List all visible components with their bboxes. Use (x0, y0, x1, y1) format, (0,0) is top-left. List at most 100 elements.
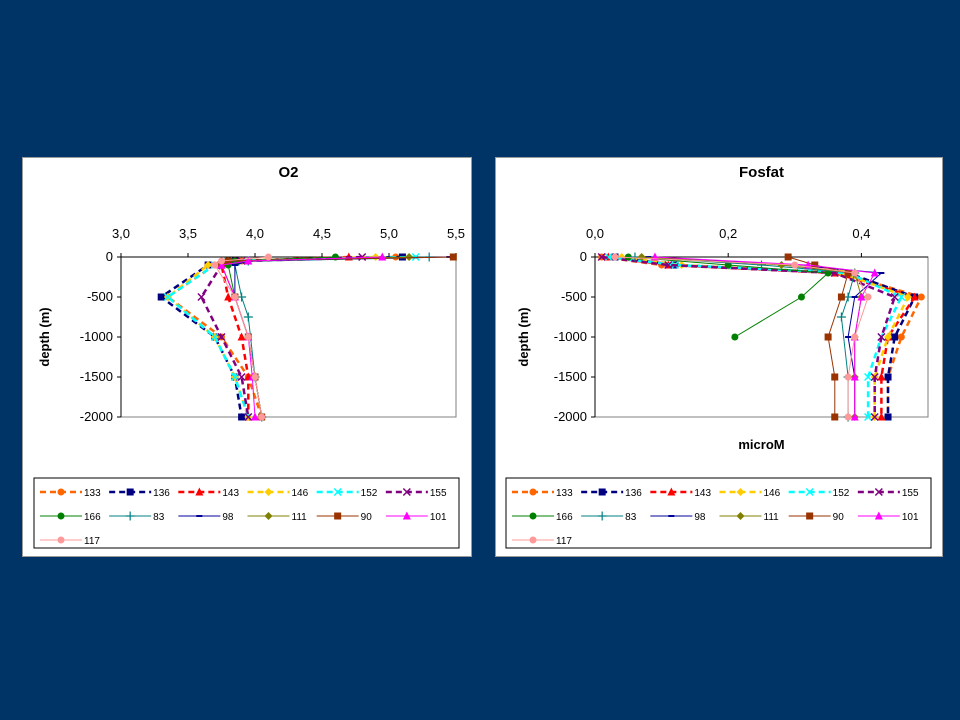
legend-marker (598, 488, 606, 496)
data-point-152 (864, 372, 873, 382)
data-point-117 (864, 293, 872, 301)
data-point-90 (844, 269, 852, 277)
legend-label: 152 (833, 488, 850, 499)
data-point-117 (851, 269, 859, 277)
data-point-117 (791, 261, 799, 269)
series-line-146 (165, 255, 376, 418)
y-tick-label: -1500 (554, 369, 587, 384)
chart-title: O2 (278, 164, 298, 181)
data-point-143 (237, 332, 246, 341)
data-point-90 (811, 261, 819, 269)
x-tick-label: 5,5 (447, 226, 465, 241)
data-point-90 (831, 413, 839, 421)
legend-marker (57, 488, 65, 496)
legend-item-101: 101 (385, 511, 447, 523)
legend-marker (57, 536, 65, 544)
legend-marker (736, 488, 745, 496)
legend-label: 133 (84, 488, 101, 499)
legend-marker (529, 536, 537, 544)
data-point-101 (251, 412, 259, 421)
legend-item-143: 143 (650, 487, 711, 499)
legend-marker (736, 512, 745, 520)
o2-chart: O2 3,0 3,5 4,0 4,5 5,0 5,5 0 -500 -1000 -1500 -2000… (33, 164, 465, 549)
legend-marker (402, 487, 411, 497)
legend-label: 155 (430, 488, 447, 499)
y-axis-label: depth (m) (516, 307, 531, 366)
series-line-146 (621, 255, 910, 417)
legend-item-90: 90 (316, 512, 372, 523)
data-point-90 (824, 333, 832, 341)
data-point-155 (237, 372, 246, 382)
data-point-98 (231, 264, 238, 266)
data-point-143 (877, 372, 886, 381)
series-line-152 (165, 255, 416, 418)
legend-marker (874, 487, 883, 497)
legend-marker (668, 515, 675, 517)
data-point-155 (877, 332, 886, 342)
legend-item-136: 136 (109, 488, 170, 499)
x-tick-label: 4,0 (246, 226, 264, 241)
data-point-83 (836, 312, 846, 322)
legend-marker (125, 511, 135, 521)
legend-label: 98 (694, 512, 706, 523)
legend-item-133: 133 (40, 488, 101, 499)
x-tick-label: 0,2 (719, 226, 737, 241)
y-tick-label: -1000 (554, 329, 587, 344)
y-tick-label: -500 (561, 289, 587, 304)
data-point-90 (449, 253, 457, 261)
data-point-155 (870, 412, 879, 422)
data-point-155 (358, 252, 367, 262)
legend-item-155: 155 (385, 487, 447, 499)
data-point-117 (611, 253, 619, 261)
data-point-117 (251, 373, 259, 381)
legend-label: 166 (556, 512, 573, 523)
x-tick-label: 5,0 (380, 226, 398, 241)
y-tick-label: 0 (580, 249, 587, 264)
legend-item-146: 146 (247, 488, 309, 499)
data-point-152 (230, 372, 239, 382)
legend-item-98: 98 (650, 512, 706, 523)
series-line-98 (234, 256, 450, 418)
data-point-101 (870, 268, 879, 277)
legend-label: 152 (361, 488, 378, 499)
data-point-101 (378, 252, 387, 261)
legend-item-146: 146 (719, 488, 781, 499)
data-point-101 (244, 256, 253, 265)
series-line-133 (165, 255, 396, 418)
legend-label: 146 (292, 488, 309, 499)
data-point-152 (864, 412, 873, 422)
data-point-152 (897, 292, 906, 302)
data-point-117 (844, 373, 852, 381)
legend-label: 101 (430, 512, 447, 523)
data-point-166 (624, 253, 632, 261)
legend-item-143: 143 (178, 487, 239, 499)
series-133 (164, 253, 400, 421)
series-line-83 (634, 256, 856, 417)
data-point-90 (224, 257, 232, 265)
series-line-90 (220, 256, 454, 418)
x-tick-label: 3,5 (179, 226, 197, 241)
data-point-117 (244, 333, 252, 341)
y-axis-label: depth (m) (37, 307, 52, 366)
data-point-143 (910, 292, 919, 301)
legend-marker (57, 512, 65, 520)
data-point-136 (238, 413, 246, 421)
x-tick-label: 3,0 (112, 226, 130, 241)
legend-item-111: 111 (247, 512, 307, 523)
legend-item-152: 152 (316, 487, 378, 499)
legend-marker (126, 488, 134, 496)
legend-item-111: 111 (719, 512, 779, 523)
data-point-83 (843, 292, 853, 302)
legend-item-83: 83 (581, 511, 637, 523)
data-point-146 (904, 293, 913, 301)
data-point-155 (664, 260, 673, 270)
series-117 (611, 253, 872, 421)
legend-marker (264, 512, 273, 520)
legend-label: 101 (902, 512, 919, 523)
x-tick-label: 4,5 (313, 226, 331, 241)
legend-item-98: 98 (178, 512, 234, 523)
data-point-101 (850, 372, 859, 381)
data-point-155 (217, 332, 226, 342)
series-line-83 (234, 256, 430, 418)
data-point-98 (845, 336, 852, 338)
